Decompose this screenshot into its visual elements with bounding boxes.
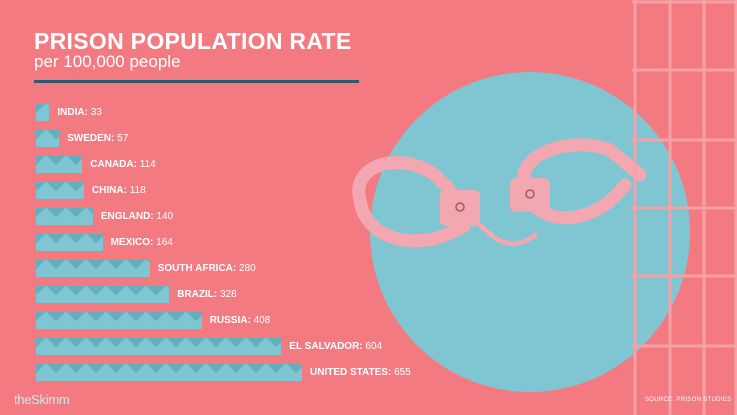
bar-south-africa bbox=[36, 260, 150, 277]
bar-value-label: 57 bbox=[117, 133, 129, 144]
bar-canada bbox=[36, 156, 83, 173]
bar-category-label: SOUTH AFRICA bbox=[157, 263, 233, 274]
bar-category-label: MEXICO bbox=[110, 237, 151, 248]
label-separator: : bbox=[387, 367, 395, 378]
bar-label: UNITED STATES: 655 bbox=[310, 364, 411, 381]
label-separator: : bbox=[111, 133, 118, 144]
bar-label: EL SALVADOR: 604 bbox=[289, 338, 382, 355]
bar-russia bbox=[36, 312, 202, 329]
bar-label: INDIA: 33 bbox=[57, 104, 101, 121]
bar-value-label: 164 bbox=[156, 237, 173, 248]
bar-india bbox=[36, 104, 50, 121]
label-separator: : bbox=[133, 159, 140, 170]
bar-label: ENGLAND: 140 bbox=[101, 208, 173, 225]
bar-value-label: 328 bbox=[219, 289, 237, 300]
bar-sweden bbox=[36, 130, 60, 147]
label-separator: : bbox=[247, 315, 254, 326]
bar-category-label: SWEDEN bbox=[67, 133, 112, 144]
title-divider bbox=[34, 80, 359, 83]
bar-label: CHINA: 118 bbox=[92, 182, 146, 199]
label-separator: : bbox=[232, 263, 239, 274]
bar-label: RUSSIA: 408 bbox=[210, 312, 271, 329]
label-separator: : bbox=[150, 211, 157, 222]
bar-category-label: BRAZIL bbox=[177, 289, 214, 300]
prison-bars-illustration bbox=[632, 0, 737, 415]
bar-value-label: 114 bbox=[139, 159, 156, 170]
bar-label: SOUTH AFRICA: 280 bbox=[158, 260, 256, 277]
label-separator: : bbox=[150, 237, 157, 248]
bar-united-states bbox=[36, 364, 302, 381]
bar-value-label: 280 bbox=[239, 263, 256, 274]
chart-title: PRISON POPULATION RATE bbox=[34, 28, 352, 54]
label-separator: : bbox=[123, 185, 130, 196]
handcuffs-illustration bbox=[352, 138, 647, 248]
bar-mexico bbox=[36, 234, 103, 251]
bar-brazil bbox=[36, 286, 170, 303]
background-circle bbox=[370, 72, 690, 392]
label-separator: : bbox=[84, 107, 91, 118]
label-separator: : bbox=[213, 289, 220, 300]
bar-category-label: RUSSIA bbox=[209, 315, 248, 326]
bar-category-label: ENGLAND bbox=[100, 211, 151, 222]
bar-category-label: INDIA bbox=[57, 107, 85, 118]
bar-el-salvador bbox=[36, 338, 282, 355]
bar-label: BRAZIL: 328 bbox=[177, 286, 236, 303]
bar-value-label: 408 bbox=[253, 315, 271, 326]
label-separator: : bbox=[359, 341, 366, 352]
bar-label: SWEDEN: 57 bbox=[67, 130, 128, 147]
bar-category-label: CANADA bbox=[90, 159, 134, 170]
bar-value-label: 118 bbox=[129, 185, 146, 196]
bar-category-label: CHINA bbox=[91, 185, 124, 196]
bar-label: MEXICO: 164 bbox=[111, 234, 173, 251]
bar-value-label: 655 bbox=[394, 367, 411, 378]
bar-category-label: EL SALVADOR bbox=[289, 341, 360, 352]
brand-logo: theSkimm bbox=[14, 392, 70, 407]
bar-china bbox=[36, 182, 84, 199]
bar-label: CANADA: 114 bbox=[90, 156, 155, 173]
bar-value-label: 33 bbox=[90, 107, 102, 118]
chart-subtitle: per 100,000 people bbox=[34, 52, 181, 71]
bar-england bbox=[36, 208, 93, 225]
bar-value-label: 140 bbox=[156, 211, 174, 222]
bar-value-label: 604 bbox=[365, 341, 383, 352]
bar-category-label: UNITED STATES bbox=[310, 367, 388, 378]
source-note: SOURCE: PRISON STUDIES bbox=[645, 397, 732, 403]
